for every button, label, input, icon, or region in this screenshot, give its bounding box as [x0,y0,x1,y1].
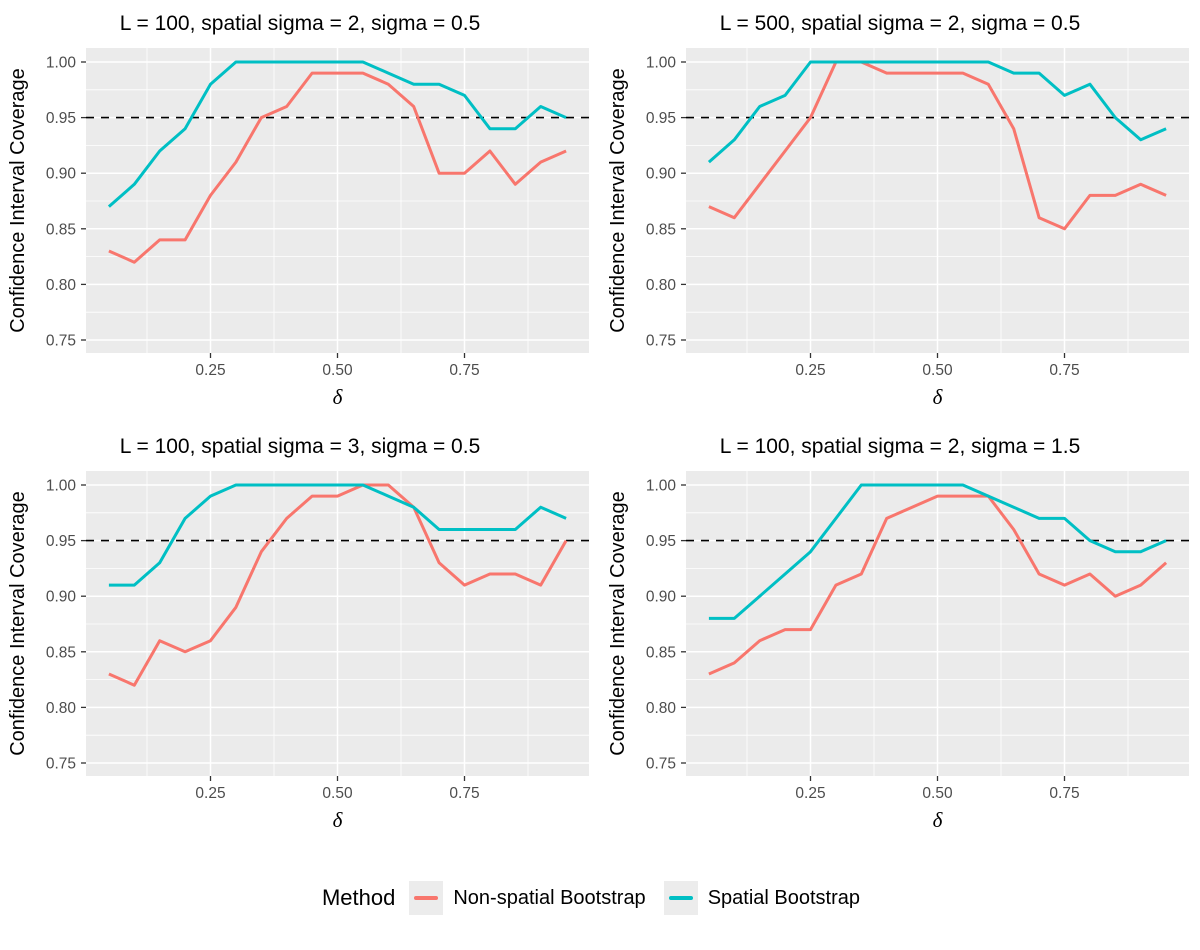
panel-title: L = 100, spatial sigma = 2, sigma = 0.5 [120,12,481,35]
legend-title: Method [321,885,396,910]
legend-label-non-spatial: Non-spatial Bootstrap [453,886,646,909]
non-spatial-line-swatch [414,896,439,900]
x-tick-label: 0.75 [1049,785,1079,802]
x-axis-title: δ [333,808,344,832]
y-tick-label: 0.85 [46,644,76,661]
series-line-non-spatial-bootstrap [708,494,1168,676]
x-tick-label: 0.75 [449,785,479,802]
x-tick-label: 0.50 [322,362,353,379]
y-tick-label: 0.80 [646,700,677,717]
chart-svg-0: 0.25 0.50 0.75 1.00 0.95 0.90 0.85 0.80 0.75 L = … [7,12,589,409]
x-tick-label: 0.50 [922,362,953,379]
legend: Method Non-spatial Bootstrap Spatial Boo… [0,846,1200,950]
y-tick-label: 0.75 [646,333,676,350]
x-tick-label: 0.75 [449,362,479,379]
chart-svg-1: 0.25 0.50 0.75 1.00 0.95 0.90 0.85 0.80 0.75 L = … [607,12,1189,409]
y-tick-label: 0.90 [46,589,77,606]
x-tick-label: 0.75 [1049,362,1079,379]
y-tick-label: 1.00 [646,478,677,495]
y-axis-title: Confidence Interval Coverage [7,491,29,756]
y-tick-label: 0.95 [646,533,676,550]
legend-key-spatial [663,881,698,915]
series-line-spatial-bootstrap [707,60,1167,164]
series-line-non-spatial-bootstrap [108,483,568,687]
y-tick-label: 0.95 [46,533,76,550]
y-tick-label: 0.90 [46,166,77,183]
y-axis-title: Confidence Interval Coverage [607,491,629,756]
x-tick-label: 0.50 [322,785,353,802]
panel-title: L = 100, spatial sigma = 3, sigma = 0.5 [120,435,481,458]
legend-key-non-spatial [409,881,444,915]
panel-title: L = 500, spatial sigma = 2, sigma = 0.5 [720,12,1081,35]
x-axis-title: δ [333,385,344,409]
x-tick-label: 0.25 [795,362,825,379]
y-tick-label: 0.90 [646,589,677,606]
y-tick-label: 0.75 [646,756,676,773]
y-tick-label: 0.75 [46,333,76,350]
y-tick-label: 0.75 [46,756,76,773]
series-line-spatial-bootstrap [708,483,1167,620]
chart-panel-top-right: 0.25 0.50 0.75 1.00 0.95 0.90 0.85 0.80 0.75 L = … [600,0,1200,423]
y-tick-label: 0.80 [46,277,77,294]
y-tick-label: 1.00 [646,55,677,72]
spatial-line-swatch [668,896,693,900]
y-tick-label: 1.00 [46,55,77,72]
panel-title: L = 100, spatial sigma = 2, sigma = 1.5 [720,435,1081,458]
chart-panel-bottom-right: 0.25 0.50 0.75 1.00 0.95 0.90 0.85 0.80 0.75 L = … [600,423,1200,846]
x-tick-label: 0.25 [795,785,825,802]
legend-label-spatial: Spatial Bootstrap [707,886,861,909]
chart-svg-3: 0.25 0.50 0.75 1.00 0.95 0.90 0.85 0.80 0.75 L = … [607,435,1189,832]
y-tick-label: 0.85 [646,221,676,238]
x-axis-title: δ [933,808,944,832]
y-tick-label: 0.80 [46,700,77,717]
y-tick-label: 0.85 [46,221,76,238]
y-tick-label: 0.80 [646,277,677,294]
y-axis-title: Confidence Interval Coverage [7,68,29,333]
chart-svg-2: 0.25 0.50 0.75 1.00 0.95 0.90 0.85 0.80 0.75 L = … [7,435,589,832]
y-tick-label: 1.00 [46,478,77,495]
y-tick-label: 0.85 [646,644,676,661]
y-axis-title: Confidence Interval Coverage [607,68,629,333]
x-tick-label: 0.50 [922,785,953,802]
x-axis-title: δ [933,385,944,409]
y-tick-label: 0.90 [646,166,677,183]
chart-panel-top-left: 0.25 0.50 0.75 1.00 0.95 0.90 0.85 0.80 0.75 L = … [0,0,600,423]
series-line-non-spatial-bootstrap [708,60,1167,231]
y-tick-label: 0.95 [46,110,76,127]
y-tick-label: 0.95 [646,110,676,127]
chart-panel-bottom-left: 0.25 0.50 0.75 1.00 0.95 0.90 0.85 0.80 0.75 L = … [0,423,600,846]
x-tick-label: 0.25 [195,362,225,379]
x-tick-label: 0.25 [195,785,225,802]
series-line-spatial-bootstrap [107,60,567,208]
series-line-spatial-bootstrap [108,483,567,587]
series-line-non-spatial-bootstrap [108,71,567,264]
